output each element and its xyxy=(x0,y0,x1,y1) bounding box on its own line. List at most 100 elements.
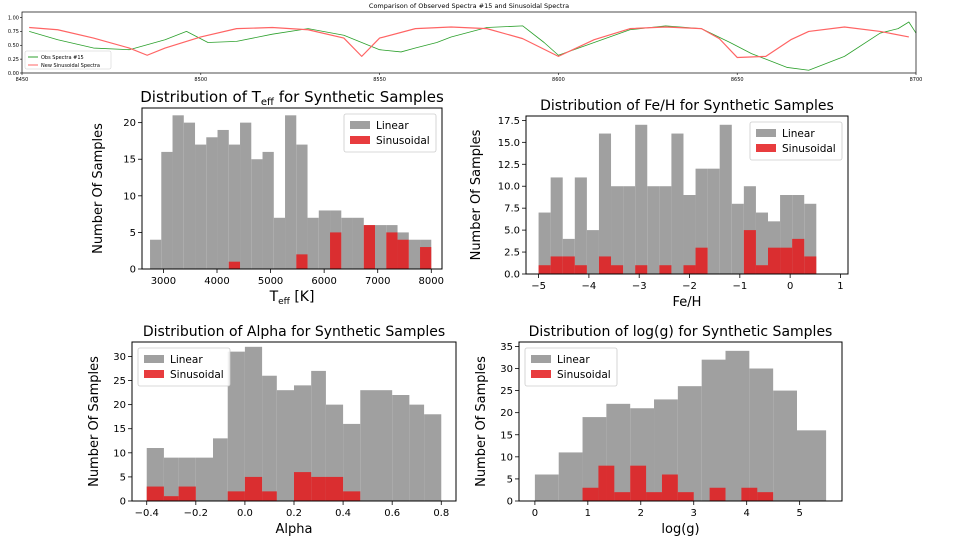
logg-histogram: Distribution of log(g) for Synthetic Sam… xyxy=(474,324,843,537)
legend-swatch xyxy=(756,129,776,137)
bar-linear xyxy=(195,457,213,501)
bar-sinusoidal xyxy=(343,491,361,501)
x-tick-label: 8500 xyxy=(194,77,207,83)
bar-sinusoidal xyxy=(311,476,326,501)
x-axis-label: Fe/H xyxy=(673,295,702,310)
bar-sinusoidal xyxy=(611,265,624,274)
x-axis-label: Teff [K] xyxy=(269,289,315,307)
x-tick-label: 2 xyxy=(638,508,644,519)
bar-linear xyxy=(352,217,364,269)
chart-title: Distribution of Teff for Synthetic Sampl… xyxy=(140,88,444,108)
y-tick-label: 0 xyxy=(120,497,126,508)
legend-swatch xyxy=(756,144,776,152)
x-tick-label: 0.6 xyxy=(384,508,400,519)
bar-linear xyxy=(731,203,744,274)
bar-linear xyxy=(598,133,612,274)
x-tick-label: −5 xyxy=(531,281,546,292)
bar-sinusoidal xyxy=(743,230,756,274)
y-tick-label: 17.5 xyxy=(498,116,520,127)
bar-sinusoidal xyxy=(330,232,342,269)
x-tick-label: 0.8 xyxy=(433,508,449,519)
x-tick-label: −0.2 xyxy=(184,508,208,519)
title-text: Distribution of T xyxy=(140,88,262,106)
legend-swatch xyxy=(531,370,551,378)
bar-sinusoidal xyxy=(363,225,376,269)
series-line-obs-spectra xyxy=(29,21,917,71)
bar-linear xyxy=(262,151,274,269)
bar-linear xyxy=(677,386,702,501)
bar-sinusoidal xyxy=(709,487,726,501)
feh-histogram: Distribution of Fe/H for Synthetic Sampl… xyxy=(469,98,849,310)
x-tick-label: 5000 xyxy=(258,276,283,287)
bar-sinusoidal xyxy=(397,239,409,269)
bar-sinusoidal xyxy=(178,486,196,501)
bar-linear xyxy=(683,195,696,274)
bar-linear xyxy=(311,370,326,501)
x-tick-label: −2 xyxy=(682,281,697,292)
legend: Linear Sinusoidal xyxy=(137,347,231,387)
x-tick-label: 0.0 xyxy=(237,508,253,519)
legend-label: New Sinusoidal Spectra xyxy=(41,63,100,69)
plot-frame xyxy=(141,107,443,270)
bar-sinusoidal xyxy=(792,238,805,274)
y-tick-label: 1.00 xyxy=(8,15,19,21)
bar-sinusoidal xyxy=(635,265,648,274)
bar-sinusoidal xyxy=(325,476,344,501)
legend: Linear Sinusoidal xyxy=(343,113,437,153)
y-tick-label: 5 xyxy=(507,474,513,485)
alpha-histogram: Distribution of Alpha for Synthetic Samp… xyxy=(87,324,457,537)
y-tick-label: 0.0 xyxy=(504,270,520,281)
x-tick-label: 8450 xyxy=(16,77,29,83)
bar-linear xyxy=(719,124,732,275)
bar-linear xyxy=(244,346,263,501)
bar-linear xyxy=(586,230,599,274)
legend: Linear Sinusoidal xyxy=(524,347,618,387)
bar-linear xyxy=(360,390,375,501)
y-tick-label: 12.5 xyxy=(498,160,520,171)
title-subscript: eff xyxy=(261,97,275,108)
legend-label: Linear xyxy=(170,354,203,366)
y-tick-label: 0.75 xyxy=(8,29,19,35)
y-tick-label: 35 xyxy=(500,342,513,353)
x-label-rest: [K] xyxy=(290,289,315,305)
y-axis-label: Number Of Samples xyxy=(474,356,489,487)
y-tick-label: 2.5 xyxy=(504,248,520,259)
x-axis-label: Alpha xyxy=(276,522,313,537)
x-tick-label: 8650 xyxy=(731,77,744,83)
x-label-text: T xyxy=(269,289,279,305)
y-axis-label: Number Of Samples xyxy=(91,123,106,254)
bar-linear xyxy=(251,159,263,269)
y-tick-label: 25 xyxy=(113,376,126,387)
x-tick-label: 0 xyxy=(532,508,538,519)
y-tick-label: 0.25 xyxy=(8,57,19,63)
legend-swatch xyxy=(144,355,164,363)
legend-label: Sinusoidal xyxy=(170,369,224,381)
bar-linear xyxy=(213,438,228,501)
bar-sinusoidal xyxy=(659,265,672,274)
x-tick-label: 3 xyxy=(691,508,697,519)
x-tick-label: 8000 xyxy=(419,276,444,287)
y-tick-label: 0.50 xyxy=(8,43,19,49)
bar-linear xyxy=(392,395,410,501)
bar-sinusoidal xyxy=(550,256,563,274)
bar-linear xyxy=(671,133,684,274)
legend-label: Linear xyxy=(376,120,409,132)
bar-linear xyxy=(195,144,207,269)
bar-linear xyxy=(206,137,218,269)
plot-frame xyxy=(21,11,917,74)
bar-linear xyxy=(227,351,245,501)
y-tick-label: 5.0 xyxy=(504,226,520,237)
bar-linear xyxy=(217,129,229,269)
bar-sinusoidal xyxy=(386,232,398,269)
y-tick-label: 10.0 xyxy=(498,182,520,193)
bar-sinusoidal xyxy=(646,492,662,501)
bar-linear xyxy=(755,212,769,274)
y-tick-label: 20 xyxy=(113,400,126,411)
y-tick-label: 5 xyxy=(130,228,136,239)
y-tick-label: 15 xyxy=(123,155,136,166)
legend-label: Sinusoidal xyxy=(376,135,430,147)
bar-linear xyxy=(647,186,660,274)
y-axis-label: Number Of Samples xyxy=(469,129,484,260)
bar-linear xyxy=(240,122,252,270)
